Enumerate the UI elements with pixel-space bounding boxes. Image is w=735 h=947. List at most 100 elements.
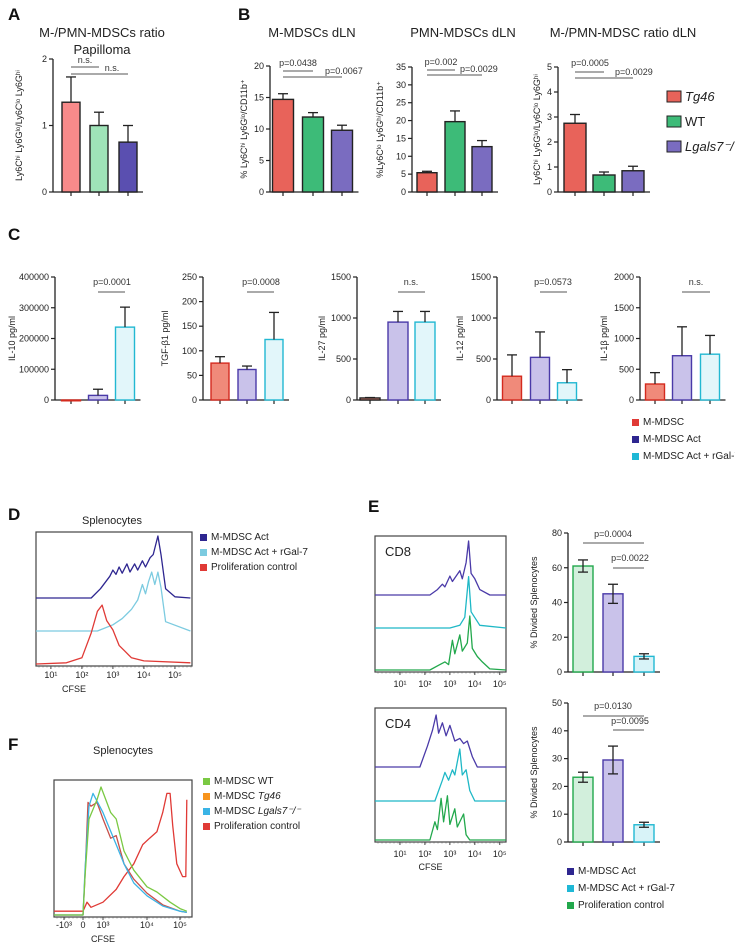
histogram-series-1 [54, 801, 187, 916]
y-tick-label: 1500 [614, 303, 634, 313]
legend-swatch [666, 90, 682, 103]
x-tick-label: 10⁴ [140, 920, 154, 930]
histogram-series-0 [36, 535, 191, 599]
chart-title-b3: M-/PMN-MDSC ratio dLN [550, 25, 697, 40]
bar [602, 593, 624, 673]
legend-swatch [203, 778, 210, 785]
plot-frame [35, 531, 193, 667]
bar [271, 98, 295, 193]
y-tick-label: 500 [336, 354, 351, 364]
significance-label: p=0.0008 [242, 277, 280, 287]
significance-label: p=0.002 [425, 57, 458, 67]
legend-label: M-MDSC Tg46 [214, 791, 281, 802]
bar [529, 356, 551, 401]
significance-label: p=0.0095 [611, 716, 649, 726]
bar [60, 399, 82, 402]
legend-swatch [203, 808, 210, 815]
bar [237, 368, 257, 401]
bar [301, 116, 325, 193]
significance-label: p=0.0022 [611, 553, 649, 563]
y-tick-label: 25 [396, 98, 406, 108]
y-tick-label: 0 [42, 187, 47, 197]
error-bar [628, 165, 638, 171]
y-axis-label: %Ly6Cˡᵒ Ly6Gʰⁱ/CD11b⁺ [375, 81, 385, 178]
legend-label-text: Proliferation control [211, 562, 297, 573]
panel-label-f: F [8, 735, 18, 754]
legend-swatch [203, 793, 210, 800]
histogram-series-0 [375, 540, 506, 596]
chart-title-f: Splenocytes [93, 745, 153, 757]
legend-b: Tg46 WT Lgals7⁻/⁻ [666, 89, 735, 154]
legend-label-text: M-MDSC [643, 417, 684, 428]
bar [264, 338, 284, 401]
significance-label: p=0.0001 [93, 277, 131, 287]
legend-label-text: M-MDSC Act [643, 434, 701, 445]
y-tick-label: 0 [259, 187, 264, 197]
error-bar [450, 110, 460, 122]
bar [387, 321, 409, 401]
legend-c: M-MDSC M-MDSC Act M-MDSC Act + rGal-7 [632, 417, 735, 462]
bar [556, 382, 578, 401]
y-tick-label: 30 [396, 80, 406, 90]
y-tick-label: 5 [259, 156, 264, 166]
bar [330, 129, 354, 193]
bar [114, 326, 136, 401]
legend-label-italic: Lgals7⁻/⁻ [258, 806, 302, 817]
legend-swatch [567, 902, 574, 909]
y-axis-label: IL-10 pg/ml [7, 316, 17, 361]
x-tick-label: 10³ [106, 670, 119, 680]
legend-swatch [567, 868, 574, 875]
error-bar [578, 559, 588, 573]
y-tick-label: 1000 [614, 334, 634, 344]
histogram-series-2 [35, 604, 191, 665]
y-tick-label: 0 [486, 395, 491, 405]
bar-chart-c1: 0 100000 200000 300000 400000 IL-10 pg/ml p=0.… [7, 272, 141, 405]
error-bar [278, 93, 288, 100]
legend-label: M-MDSC WT [214, 776, 273, 787]
y-tick-label: 500 [619, 364, 634, 374]
error-bar [578, 771, 588, 783]
error-bar [120, 306, 130, 328]
legend-swatch [200, 534, 207, 541]
y-tick-label: 10 [396, 151, 406, 161]
y-tick-label: 4 [547, 87, 552, 97]
histogram-series-2 [375, 615, 507, 671]
legend-label-text: M-MDSC Act [578, 866, 636, 877]
bar-chart-a: 0 1 2 Ly6Cʰⁱ Ly6Gˡᵒ/Ly6Cˡᵒ Ly6Gʰⁱ n.s. n.s. [14, 54, 143, 197]
x-axis-label: CFSE [62, 684, 86, 694]
panel-label-e: E [368, 497, 379, 516]
legend-label: M-MDSC Act [578, 866, 636, 877]
y-tick-label: 0 [547, 187, 552, 197]
legend-item: WT [666, 114, 705, 129]
significance-label: n.s. [404, 277, 419, 287]
legend-item: M-MDSC [632, 417, 684, 428]
significance-label: n.s. [689, 277, 704, 287]
x-tick-label: 10¹ [393, 849, 406, 859]
legend-label-text: M-MDSC WT [214, 776, 273, 787]
y-tick-label: 2 [547, 137, 552, 147]
y-tick-label: 250 [182, 272, 197, 282]
legend-label: Proliferation control [214, 821, 300, 832]
legend-label: M-MDSC Act [211, 532, 269, 543]
legend-item: Proliferation control [200, 562, 297, 573]
legend-item: Lgals7⁻/⁻ [666, 139, 735, 154]
y-tick-label: 1000 [331, 313, 351, 323]
y-tick-label: 0 [557, 667, 562, 677]
bar [563, 122, 587, 193]
error-bar [66, 76, 76, 103]
y-tick-label: 1500 [471, 272, 491, 282]
y-tick-label: 2000 [614, 272, 634, 282]
panel-label-d: D [8, 505, 20, 524]
histogram-title: CD4 [385, 716, 411, 731]
legend-label-text: Proliferation control [214, 821, 300, 832]
x-tick-label: 10⁴ [468, 849, 482, 859]
x-tick-label: 10³ [96, 920, 109, 930]
error-bar [123, 124, 133, 143]
y-tick-label: 80 [552, 528, 562, 538]
significance-label: n.s. [78, 55, 93, 65]
y-tick-label: 200000 [19, 334, 49, 344]
error-bar [639, 821, 649, 828]
bar [644, 383, 666, 401]
y-tick-label: 0 [557, 837, 562, 847]
bar [414, 321, 436, 401]
